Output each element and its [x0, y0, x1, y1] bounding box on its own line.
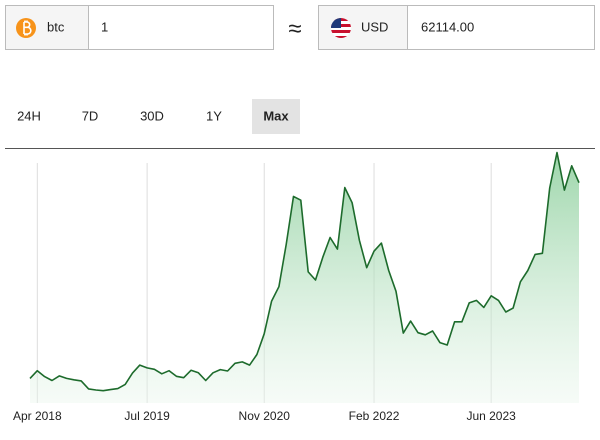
x-tick-label: Jul 2019	[124, 409, 170, 423]
btc-glyph	[23, 20, 32, 36]
area-fill	[30, 152, 579, 403]
to-amount: 62114.00	[421, 19, 474, 34]
x-tick-label: Nov 2020	[239, 409, 291, 423]
range-button[interactable]: Max	[252, 99, 300, 134]
range-label: 24H	[17, 108, 41, 123]
us-flag	[331, 18, 351, 38]
x-tick-label: Apr 2018	[13, 409, 62, 423]
from-field[interactable]: btc 1	[5, 5, 274, 50]
range-button[interactable]: 7D	[82, 108, 99, 123]
to-code: USD	[361, 19, 388, 34]
range-label: 30D	[140, 108, 164, 123]
selected-bg	[252, 99, 300, 134]
range-label: Max	[263, 108, 289, 123]
price-line	[29, 151, 580, 392]
range-label: 7D	[82, 108, 99, 123]
range-button[interactable]: 30D	[140, 108, 164, 123]
from-code: btc	[47, 19, 65, 34]
range-button[interactable]: 1Y	[206, 108, 222, 123]
x-tick-label: Jun 2023	[466, 409, 516, 423]
range-label: 1Y	[206, 108, 222, 123]
from-amount: 1	[101, 19, 108, 34]
x-tick-label: Feb 2022	[349, 409, 400, 423]
to-field[interactable]: USD 62114.00	[318, 5, 595, 50]
approx-sign: ≈	[288, 15, 301, 42]
range-button[interactable]: 24H	[17, 108, 41, 123]
